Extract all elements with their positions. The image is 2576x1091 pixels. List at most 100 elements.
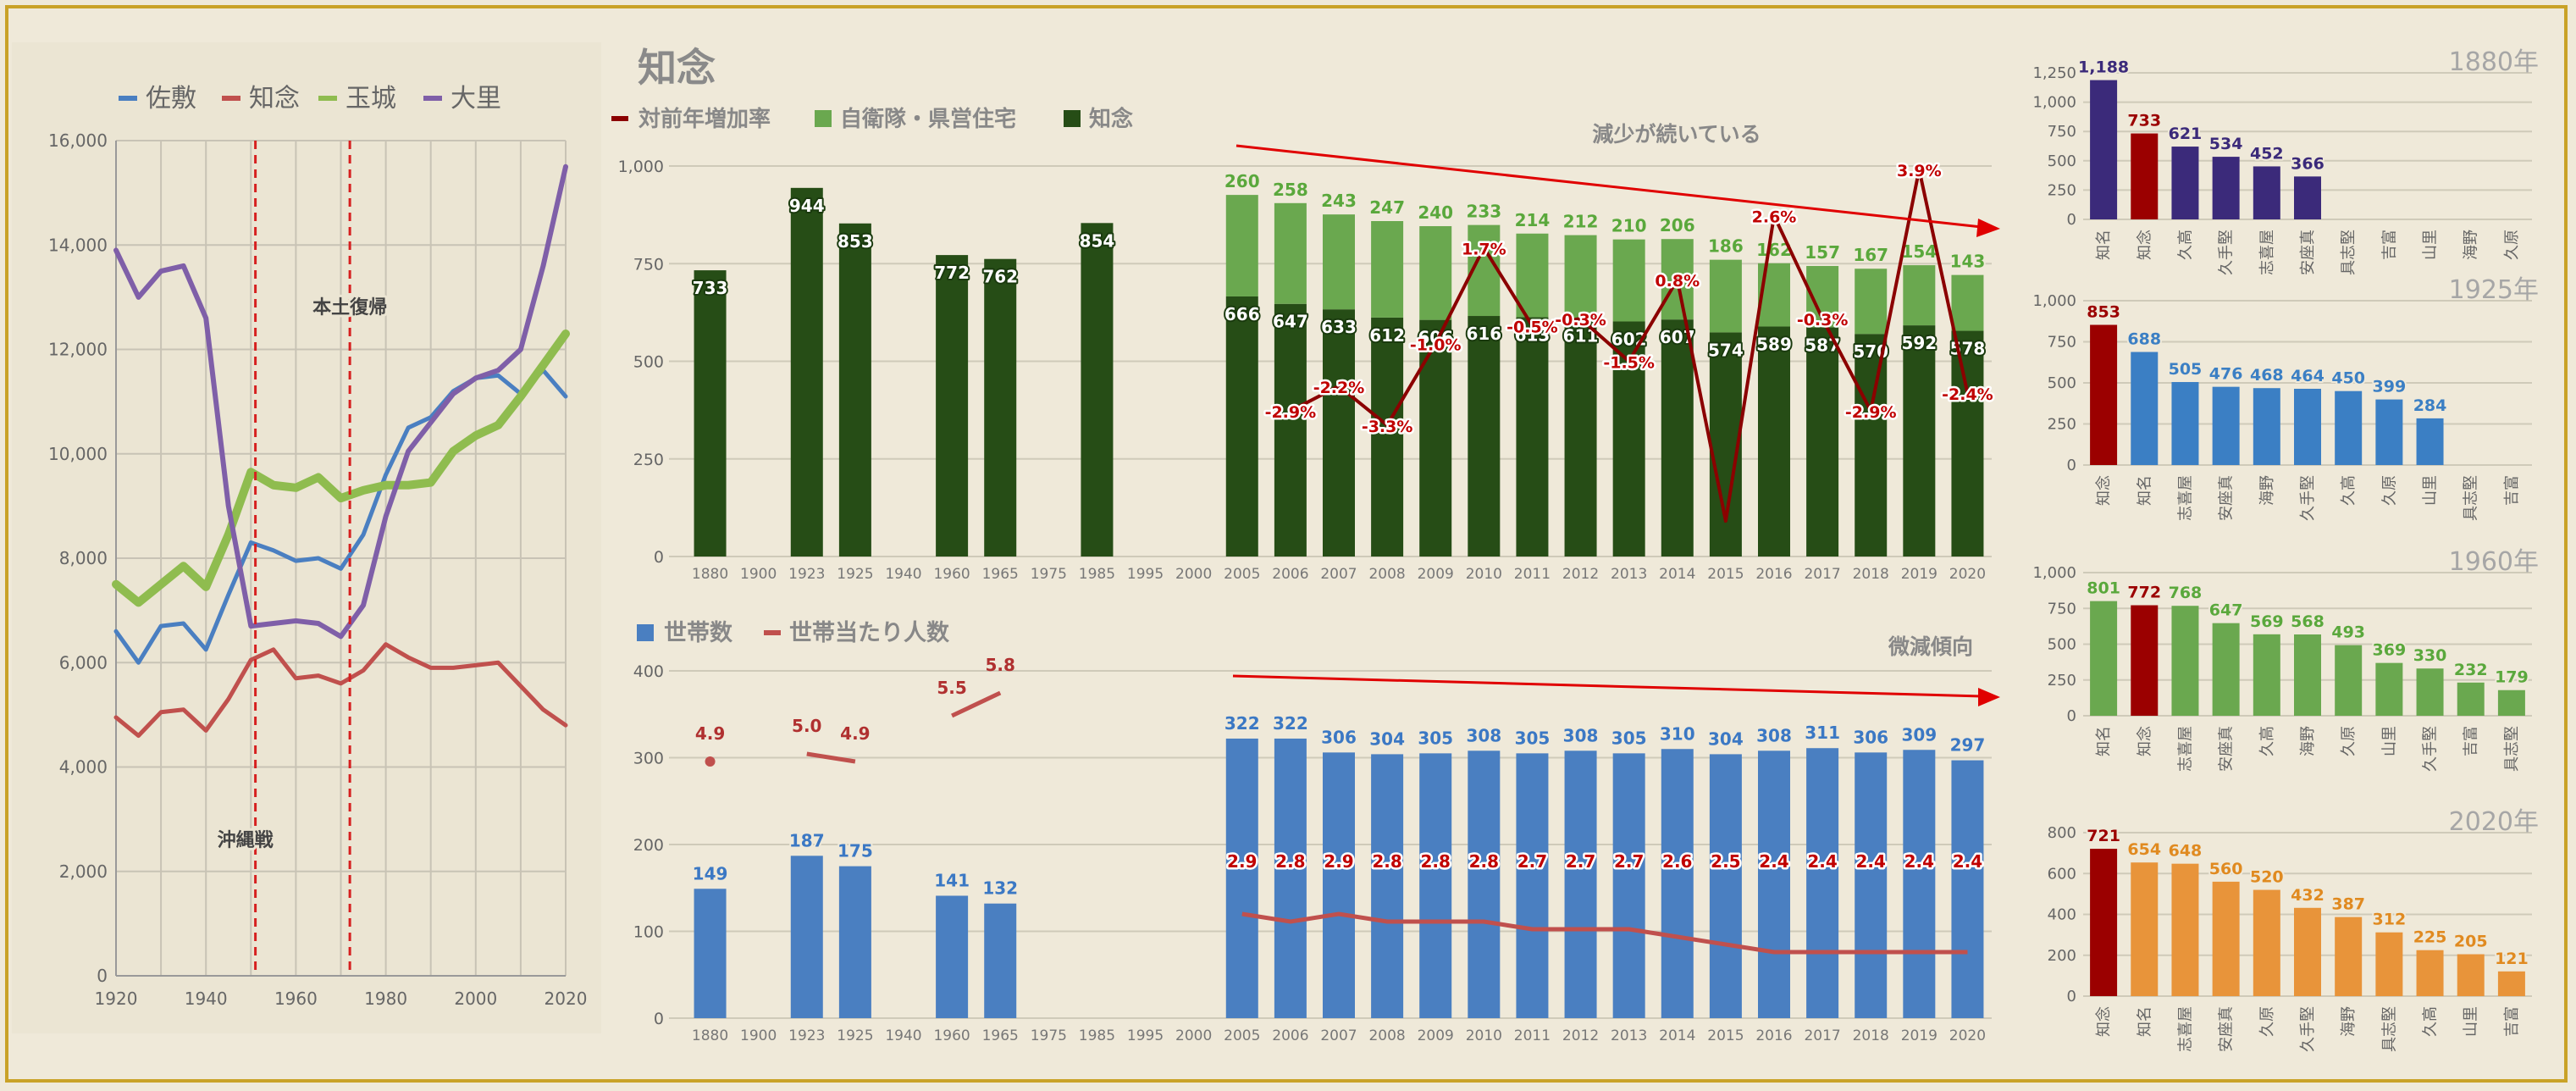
bar-label-households: 308 xyxy=(1466,725,1501,745)
y-tick-label: 750 xyxy=(2048,123,2076,141)
series-line-0 xyxy=(113,368,568,665)
x-tick-label: 2018 xyxy=(1853,566,1889,583)
legend-label: 自衛隊・県営住宅 xyxy=(840,106,1016,132)
per-household-label: 2.9 xyxy=(1324,851,1353,872)
growth-rate-label: -2.2% xyxy=(1313,379,1365,397)
bar-label-jsdf-housing: 258 xyxy=(1273,180,1308,200)
bar-label-households: 311 xyxy=(1805,723,1840,743)
bar-label-households: 305 xyxy=(1611,728,1647,748)
bar-label-households: 306 xyxy=(1321,727,1357,747)
ranking-bar xyxy=(2212,157,2240,219)
x-tick-label: 2018 xyxy=(1853,1027,1889,1044)
y-tick-label: 0 xyxy=(2067,457,2076,474)
bar-households xyxy=(1419,753,1452,1018)
ranking-bar xyxy=(2294,634,2321,716)
bar-chinen xyxy=(1274,303,1307,557)
trend-arrow-line xyxy=(1232,674,1982,698)
ranking-bar xyxy=(2131,352,2159,465)
legend-swatch xyxy=(1064,110,1081,127)
x-tick-label: 2000 xyxy=(454,989,497,1009)
line-panel-bg xyxy=(12,42,601,1033)
y-tick-label: 250 xyxy=(2048,181,2076,199)
x-tick-label: 海野 xyxy=(2463,230,2480,260)
bar-label-jsdf-housing: 260 xyxy=(1224,171,1260,191)
trend-annotation: 減少が続いている xyxy=(1592,122,1761,147)
trend-arrow-head xyxy=(1978,688,2000,706)
bar-households xyxy=(1371,754,1404,1018)
ranking-bar-label: 772 xyxy=(2127,584,2161,602)
per-household-label: 5.0 xyxy=(792,716,821,736)
x-tick-label: 2016 xyxy=(1755,566,1792,583)
per-household-label: 2.8 xyxy=(1421,851,1451,872)
y-tick-label: 500 xyxy=(2048,374,2076,392)
bar-chinen xyxy=(1323,309,1355,557)
y-tick-label: 0 xyxy=(2067,211,2076,229)
ranking-bar xyxy=(2253,889,2280,996)
growth-rate-label: -1.5% xyxy=(1603,354,1655,373)
trend-annotation: 微減傾向 xyxy=(1888,634,1973,659)
x-tick-label: 1960 xyxy=(933,566,970,583)
bar-label-jsdf-housing: 154 xyxy=(1901,241,1937,262)
x-tick-label: 久原 xyxy=(2503,230,2521,260)
x-tick-label: 2019 xyxy=(1901,1027,1938,1044)
per-household-label: 2.9 xyxy=(1227,851,1257,872)
bar-label-jsdf-housing: 247 xyxy=(1369,197,1405,218)
bar-jsdf-housing xyxy=(1951,274,1984,331)
x-tick-label: 2000 xyxy=(1175,1027,1212,1044)
bar-chinen xyxy=(790,187,823,557)
x-tick-label: 山里 xyxy=(2380,726,2398,756)
x-tick-label: 2011 xyxy=(1514,1027,1551,1044)
y-tick-label: 750 xyxy=(2048,334,2076,352)
ranking-bar xyxy=(2253,634,2280,716)
y-tick-label: 1,000 xyxy=(2032,94,2076,112)
ranking-bar-label: 647 xyxy=(2209,601,2243,620)
bar-households xyxy=(694,889,727,1018)
bar-label-jsdf-housing: 143 xyxy=(1950,252,1986,272)
ranking-bar xyxy=(2416,950,2444,996)
bar-label-jsdf-housing: 212 xyxy=(1563,212,1599,232)
ranking-bar xyxy=(2131,133,2159,219)
x-tick-label: 1975 xyxy=(1031,1027,1067,1044)
bar-jsdf-housing xyxy=(1903,265,1936,326)
ranking-bar xyxy=(2375,932,2403,996)
legend-label: 知念 xyxy=(1089,106,1133,132)
bar-jsdf-housing xyxy=(1564,235,1597,318)
x-tick-label: 2007 xyxy=(1320,1027,1357,1044)
ranking-bar-label: 464 xyxy=(2291,367,2324,385)
x-tick-label: 吉富 xyxy=(2503,1006,2521,1037)
bar-label-households: 322 xyxy=(1224,713,1260,734)
x-tick-label: 2006 xyxy=(1272,1027,1308,1044)
y-tick-label: 250 xyxy=(2048,416,2076,434)
x-tick-label: 志喜屋 xyxy=(2176,726,2194,772)
bar-chinen xyxy=(694,270,727,557)
page-title: 知念 xyxy=(638,45,716,91)
x-tick-label: 2016 xyxy=(1755,1027,1792,1044)
per-household-label: 2.6 xyxy=(1662,851,1692,872)
x-tick-label: 具志堅 xyxy=(2380,1006,2398,1052)
x-tick-label: 2015 xyxy=(1707,566,1744,583)
x-tick-label: 知念 xyxy=(2094,1006,2113,1037)
per-household-label: 2.7 xyxy=(1566,851,1595,872)
x-tick-label: 2020 xyxy=(1949,566,1986,583)
bar-jsdf-housing xyxy=(1612,239,1645,322)
x-tick-label: 1920 xyxy=(95,989,138,1009)
bar-households xyxy=(1855,752,1888,1018)
x-tick-label: 1940 xyxy=(885,1027,921,1044)
annotation-reversion: 本土復帰 xyxy=(312,296,387,318)
bar-label-chinen: 574 xyxy=(1708,340,1744,360)
ranking-bar xyxy=(2131,862,2159,996)
ranking-bar-label: 387 xyxy=(2331,895,2365,914)
x-tick-label: 知名 xyxy=(2095,726,2113,756)
legend-swatch xyxy=(637,624,654,641)
bar-chinen xyxy=(984,258,1017,557)
bar-label-jsdf-housing: 210 xyxy=(1611,216,1647,236)
x-tick-label: 2015 xyxy=(1707,1027,1744,1044)
bar-households xyxy=(1806,748,1839,1018)
ranking-bar xyxy=(2212,881,2240,996)
x-tick-label: 2005 xyxy=(1224,566,1260,583)
ranking-bar-label: 560 xyxy=(2209,860,2243,878)
x-tick-label: 2011 xyxy=(1514,566,1551,583)
ranking-bar-label: 568 xyxy=(2291,612,2324,631)
